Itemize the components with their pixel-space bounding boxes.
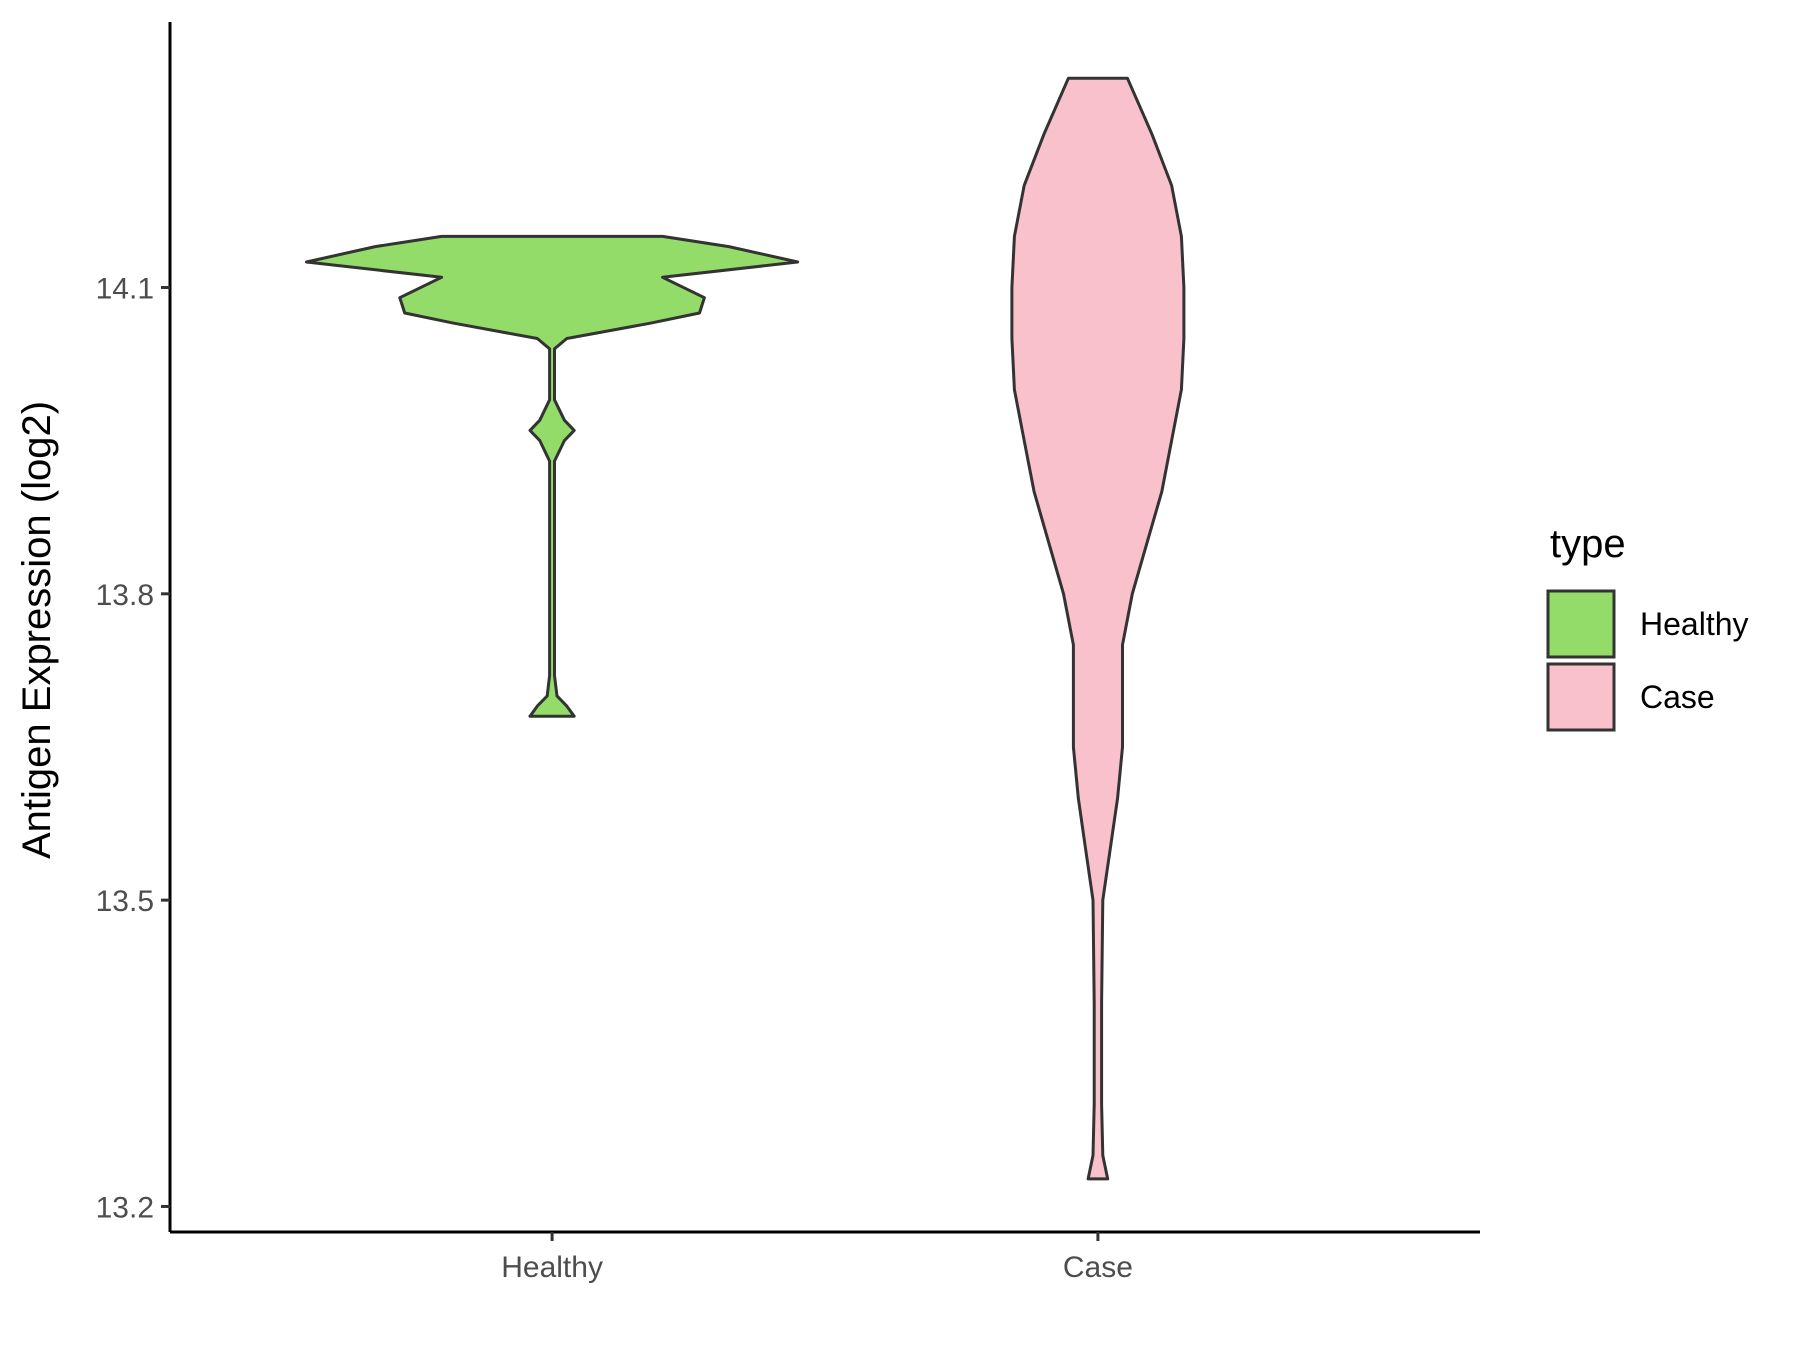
x-tick-label: Case: [1063, 1251, 1133, 1284]
y-tick-label: 14.1: [96, 272, 154, 305]
violin-healthy: [305, 234, 800, 718]
legend-key-case: [1546, 662, 1616, 732]
legend-title: type: [1550, 522, 1626, 566]
y-tick-label: 13.2: [96, 1191, 154, 1224]
x-axis-ticks: Healthy Case: [501, 1232, 1133, 1284]
y-tick-label: 13.8: [96, 579, 154, 612]
y-axis-ticks: 13.2 13.5 13.8 14.1: [96, 272, 170, 1224]
legend: type Healthy Case: [1546, 522, 1749, 732]
violin-layer: [305, 76, 1186, 1181]
axes: [168, 22, 1480, 1234]
legend-label: Healthy: [1640, 606, 1749, 642]
violin-case: [1010, 76, 1186, 1181]
y-tick-label: 13.5: [96, 885, 154, 918]
y-axis-title: Antigen Expression (log2): [15, 401, 59, 859]
legend-key-healthy: [1546, 589, 1616, 659]
legend-label: Case: [1640, 679, 1715, 715]
x-tick-label: Healthy: [501, 1251, 603, 1284]
